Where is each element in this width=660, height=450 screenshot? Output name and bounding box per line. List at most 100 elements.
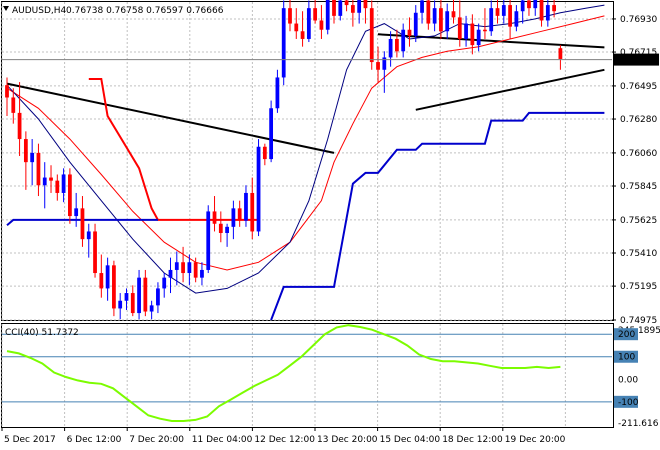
candle-body-48 [306, 8, 311, 39]
time-axis: 5 Dec 2017 6 Dec 12:00 7 Dec 20:00 11 Dec 0… [1, 427, 566, 445]
candle-body-72 [457, 17, 462, 39]
cci-tick-label-3: 0.00 [618, 375, 638, 385]
time-label-6: 15 Dec 04:00 [380, 435, 441, 445]
overlay-line-0 [6, 82, 335, 154]
candle-body-54 [344, 0, 349, 6]
candle-body-7 [49, 177, 53, 181]
cci-tick-label-2: 100 [618, 353, 635, 363]
candle-body-6 [42, 177, 47, 186]
time-label-8: 19 Dec 20:00 [505, 435, 566, 445]
candle-body-47 [300, 31, 305, 39]
candle-body-87 [552, 5, 556, 12]
candle-body-63 [401, 29, 406, 52]
candle-body-74 [470, 23, 475, 46]
candle-body-26 [168, 269, 173, 278]
candle-body-22 [143, 277, 148, 312]
candle-body-57 [363, 0, 368, 9]
candle-body-33 [212, 211, 217, 224]
candle-body-29 [187, 262, 192, 274]
cci-tick-label-5: -211.616 [618, 419, 659, 429]
price-tick-label-2: 0.76495 [620, 82, 657, 92]
candle-body-59 [376, 62, 380, 70]
candle-body-37 [237, 208, 242, 221]
candle-body-50 [319, 20, 324, 30]
cci-tick-label-0: 245.1895 [618, 326, 660, 336]
current-price-box [613, 53, 659, 66]
overlay-line-6 [6, 218, 158, 227]
cci-tick-label-4: -100 [618, 398, 639, 408]
candle-body-79 [501, 5, 506, 16]
price-tick-label-8: 0.75195 [620, 282, 657, 292]
indicator-panel-frame [1, 323, 614, 428]
candle-body-53 [338, 0, 343, 16]
time-label-5: 13 Dec 20:00 [317, 435, 378, 445]
candle-body-69 [439, 8, 443, 32]
chart-header-ohlc: 0.76738 0.76758 0.76597 0.76666 [66, 6, 224, 16]
candle-body-1 [11, 97, 16, 113]
candle-body-60 [382, 57, 387, 70]
time-label-7: 18 Dec 12:00 [442, 435, 503, 445]
current-price-label: 0.76666 [620, 56, 657, 66]
cci-level-box-4 [614, 395, 638, 408]
candle-body-14 [93, 231, 97, 274]
overlay-line-2 [415, 68, 605, 111]
cci-level-box-2 [614, 350, 638, 363]
price-tick-label-5: 0.75845 [620, 182, 657, 192]
candle-body-8 [55, 180, 60, 193]
candle-body-15 [99, 273, 104, 289]
candle-body-21 [137, 277, 141, 314]
candle-body-31 [200, 269, 204, 278]
candle-body-38 [244, 192, 248, 221]
candle-body-84 [533, 0, 538, 9]
overlay-line-4 [6, 4, 605, 294]
candle-body-0 [5, 85, 9, 98]
candle-body-35 [225, 226, 229, 233]
candle-body-81 [514, 11, 519, 27]
candle-body-58 [369, 8, 374, 63]
candle-body-25 [162, 277, 167, 289]
candle-body-42 [269, 108, 274, 160]
cci-label: CCI(40) 51.7372 [5, 328, 79, 338]
candle-body-62 [395, 38, 399, 52]
candle-body-83 [527, 0, 531, 9]
price-axis: 0.76930 0.76715 0.76495 0.76280 0.76060 0.758… [612, 15, 657, 326]
candle-body-71 [451, 11, 456, 18]
candle-body-12 [80, 208, 85, 240]
indicator-overlays [6, 4, 605, 321]
candle-body-11 [74, 208, 79, 217]
candle-body-5 [36, 152, 41, 186]
candle-body-66 [420, 0, 424, 13]
cci-tick-label-1: 200 [618, 330, 635, 340]
price-tick-label-9: 0.74975 [620, 316, 657, 326]
time-label-3: 11 Dec 04:00 [192, 435, 253, 445]
candle-body-76 [483, 29, 487, 32]
candle-body-70 [445, 11, 450, 32]
candle-body-34 [218, 223, 223, 233]
candle-body-16 [105, 265, 110, 289]
time-label-0: 5 Dec 2017 [4, 435, 56, 445]
candle-body-19 [124, 293, 129, 301]
symbol-arrow-icon [3, 6, 9, 11]
chart-header-symbol: AUDUSD,H4 [12, 6, 67, 16]
candle-body-52 [332, 0, 336, 16]
candle-body-4 [30, 152, 35, 163]
indicator-grid [1, 324, 566, 427]
candle-body-43 [275, 77, 280, 109]
cci-indicator [2, 324, 612, 422]
price-tick-label-1: 0.76715 [620, 48, 657, 58]
candle-body-2 [17, 112, 22, 140]
candle-body-55 [350, 5, 355, 13]
candle-body-82 [520, 0, 525, 12]
candle-body-44 [281, 8, 286, 78]
candle-body-65 [413, 12, 418, 36]
overlay-line-7 [270, 111, 605, 321]
candle-body-88 [558, 48, 563, 59]
candle-body-3 [23, 139, 28, 163]
candle-body-17 [112, 265, 116, 309]
candle-body-77 [489, 8, 494, 32]
time-label-2: 7 Dec 20:00 [129, 435, 184, 445]
candle-body-61 [388, 38, 393, 58]
candle-body-20 [130, 293, 135, 314]
